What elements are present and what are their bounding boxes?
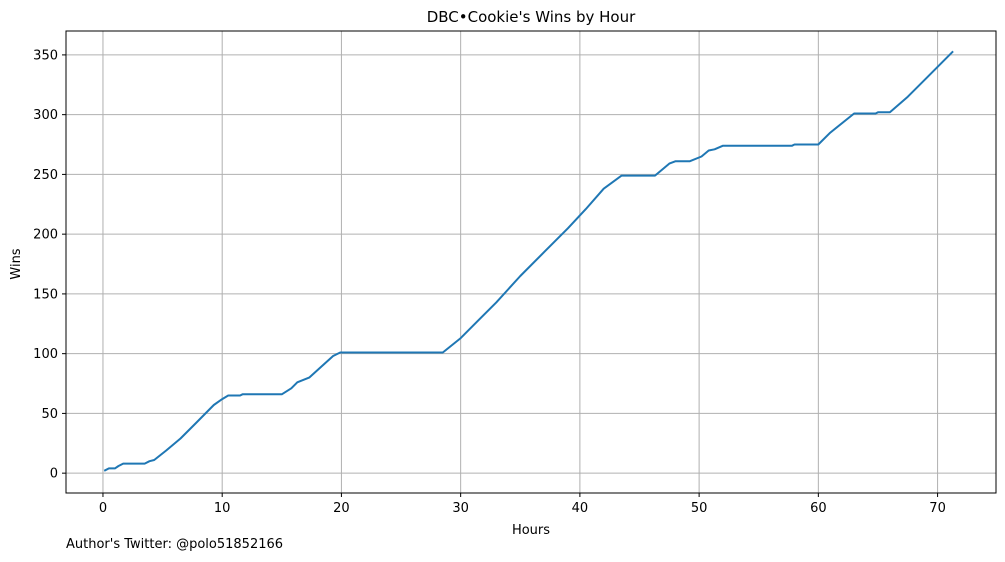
x-tick-label: 0	[99, 501, 107, 516]
y-tick-label: 0	[50, 467, 58, 482]
y-tick-label: 200	[33, 228, 58, 243]
x-tick-label: 70	[929, 501, 946, 516]
y-tick-label: 50	[41, 407, 58, 422]
x-tick-label: 50	[691, 501, 708, 516]
y-axis-label: Wins	[9, 248, 24, 279]
author-credit: Author's Twitter: @polo51852166	[66, 537, 284, 552]
series-line-wins	[103, 50, 954, 472]
axes-frame	[65, 30, 997, 494]
x-tick-label: 30	[452, 501, 469, 516]
y-tick-label: 300	[33, 108, 58, 123]
x-tick-label: 40	[572, 501, 589, 516]
chart-title: DBC•Cookie's Wins by Hour	[427, 8, 636, 26]
axis-ticks: 0 10 20 30 40 50 60 70 0 50 100 150 200 250 300 350	[33, 48, 946, 516]
y-tick-label: 250	[33, 168, 58, 183]
x-tick-label: 20	[333, 501, 350, 516]
y-tick-label: 100	[33, 347, 58, 362]
y-tick-label: 150	[33, 287, 58, 302]
x-tick-label: 60	[810, 501, 827, 516]
x-axis-label: Hours	[512, 523, 550, 538]
grid-lines	[66, 31, 996, 493]
x-tick-label: 10	[214, 501, 231, 516]
y-tick-label: 350	[33, 48, 58, 63]
